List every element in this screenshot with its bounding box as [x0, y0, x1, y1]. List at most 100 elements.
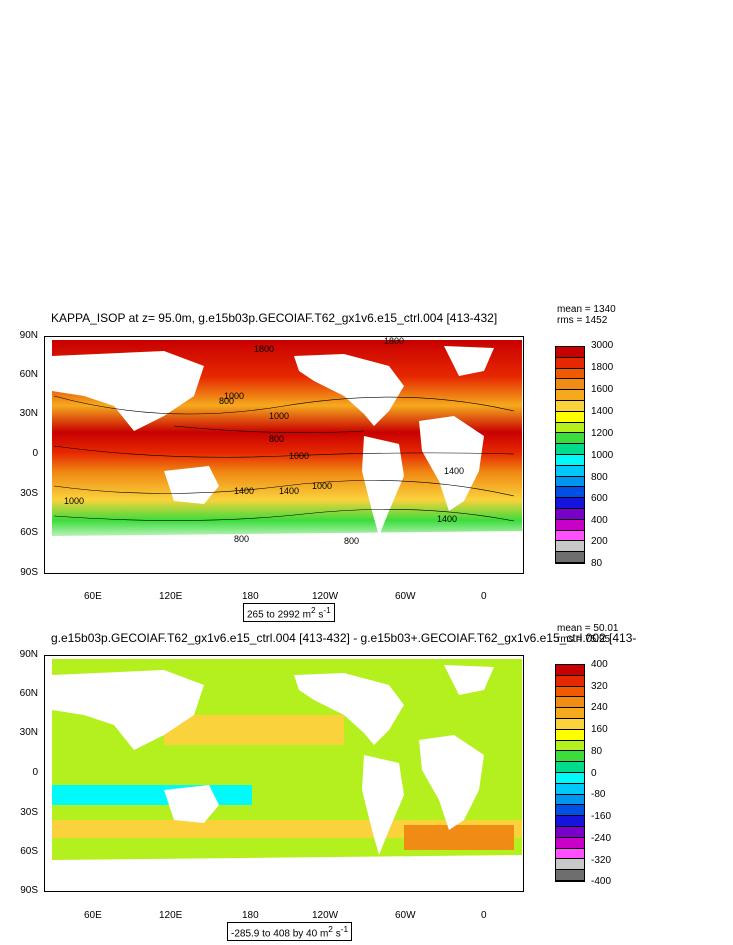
asia-land — [52, 670, 204, 750]
colorbar-swatch — [556, 530, 584, 542]
panel1-title: KAPPA_ISOP at z= 95.0m, g.e15b03p.GECOIA… — [51, 311, 498, 325]
colorbar-swatch — [556, 751, 584, 763]
colorbar-swatch — [556, 401, 584, 412]
range-sup: -1 — [323, 605, 331, 615]
lon-label: 120E — [159, 591, 183, 602]
colorbar-swatch — [556, 390, 584, 401]
colorbar-label: 320 — [591, 681, 608, 692]
panel2-title: g.e15b03p.GECOIAF.T62_gx1v6.e15_ctrl.004… — [51, 631, 637, 645]
lon-label: 120W — [312, 591, 339, 602]
colorbar-swatch — [556, 675, 584, 687]
colorbar-swatch — [556, 697, 584, 709]
contour-label: 1400 — [279, 486, 300, 496]
colorbar-swatch — [556, 379, 584, 391]
contour-label: 1800 — [384, 336, 405, 346]
colorbar-label: 200 — [591, 536, 608, 547]
colorbar-swatch — [556, 740, 584, 752]
lon-label: 180 — [242, 591, 259, 602]
panel2-rms-stat: rms = 75.95 — [557, 634, 611, 645]
colorbar-swatch — [556, 552, 584, 563]
range-sup: -1 — [340, 924, 349, 934]
colorbar-swatch — [556, 773, 584, 784]
lat-label: 0 — [32, 767, 38, 778]
colorbar-swatch — [556, 665, 584, 676]
colorbar-swatch — [556, 444, 584, 455]
colorbar-swatch — [556, 347, 584, 358]
colorbar-label: 1600 — [591, 384, 614, 395]
contour-label: 800 — [219, 396, 235, 406]
colorbar-swatch — [556, 541, 584, 553]
colorbar-swatch — [556, 487, 584, 499]
colorbar-label: 1400 — [591, 406, 614, 417]
colorbar-swatch — [556, 509, 584, 520]
lat-label: 60N — [19, 688, 38, 699]
range-sup: 2 — [328, 924, 333, 934]
colorbar-label: 0 — [591, 768, 597, 779]
colorbar-label: -80 — [591, 789, 606, 800]
lat-label: 0 — [32, 448, 38, 459]
colorbar-label: 1000 — [591, 450, 614, 461]
ocean-band — [404, 825, 514, 850]
lon-label: 120E — [159, 910, 183, 921]
lat-label: 30N — [19, 727, 38, 738]
panel1-contour-labels: 1800 1000 1000 800 1400 1400 1000 1000 1… — [44, 336, 524, 574]
colorbar-swatch — [556, 455, 584, 466]
colorbar-swatch — [556, 357, 584, 369]
contour-label: 800 — [234, 534, 250, 544]
colorbar-swatch — [556, 859, 584, 871]
panel2-lon-labels: 60E 120E 180 120W 60W 0 — [44, 910, 524, 922]
contour-label: 1400 — [437, 514, 458, 524]
contour-label: 1000 — [224, 391, 245, 401]
colorbar-label: 1800 — [591, 362, 614, 373]
lon-label: 60E — [84, 910, 102, 921]
panel2-range-box: -285.9 to 408 by 40 m2 s-1 — [227, 922, 353, 942]
ocean-band — [52, 785, 252, 805]
colorbar-swatch — [556, 465, 584, 477]
colorbar-label: 600 — [591, 493, 608, 504]
colorbar-label: 3000 — [591, 340, 614, 351]
colorbar-label: 400 — [591, 659, 608, 670]
colorbar-swatch — [556, 870, 584, 881]
colorbar-swatch — [556, 498, 584, 509]
contour-label: 1000 — [289, 451, 310, 461]
lat-label: 30S — [20, 488, 38, 499]
panel1-mean-stat: mean = 1340 — [557, 304, 616, 315]
antarctica-land — [52, 531, 522, 574]
colorbar-label: -320 — [591, 855, 612, 866]
contour-label: 800 — [269, 434, 285, 444]
panel1-lon-labels: 60E 120E 180 120W 60W 0 — [44, 591, 524, 603]
colorbar-label: 80 — [591, 558, 603, 569]
colorbar-swatch — [556, 368, 584, 380]
lon-label: 60E — [84, 591, 102, 602]
range-sup: 2 — [310, 605, 316, 615]
colorbar-label: -160 — [591, 811, 612, 822]
range-text: -285.9 to 408 by 40 m — [231, 928, 329, 940]
colorbar-label: -240 — [591, 833, 612, 844]
colorbar-swatch — [556, 827, 584, 838]
colorbar-label: 1200 — [591, 428, 614, 439]
panel2-colorbar — [555, 664, 585, 882]
colorbar-label: 80 — [591, 746, 603, 757]
lat-label: 90S — [20, 567, 38, 578]
colorbar-swatch — [556, 411, 584, 423]
contour-label: 1000 — [312, 481, 333, 491]
contour-label: 1400 — [234, 486, 255, 496]
contour-label: 1000 — [64, 496, 85, 506]
lon-label: 0 — [481, 591, 487, 602]
greenland-land — [444, 346, 494, 376]
australia-land — [164, 466, 219, 504]
lon-label: 120W — [312, 910, 339, 921]
colorbar-swatch — [556, 729, 584, 741]
panel1-colorbar — [555, 346, 585, 564]
panel1-rms-stat: rms = 1452 — [557, 315, 608, 326]
panel1-map — [44, 336, 524, 574]
lat-label: 60S — [20, 527, 38, 538]
colorbar-swatch — [556, 837, 584, 849]
lat-label: 60S — [20, 846, 38, 857]
north-america-land — [294, 354, 404, 426]
south-america-land — [362, 755, 404, 855]
colorbar-label: 160 — [591, 724, 608, 735]
greenland-land — [444, 665, 494, 695]
lon-label: 180 — [242, 910, 259, 921]
africa-land — [419, 735, 484, 830]
